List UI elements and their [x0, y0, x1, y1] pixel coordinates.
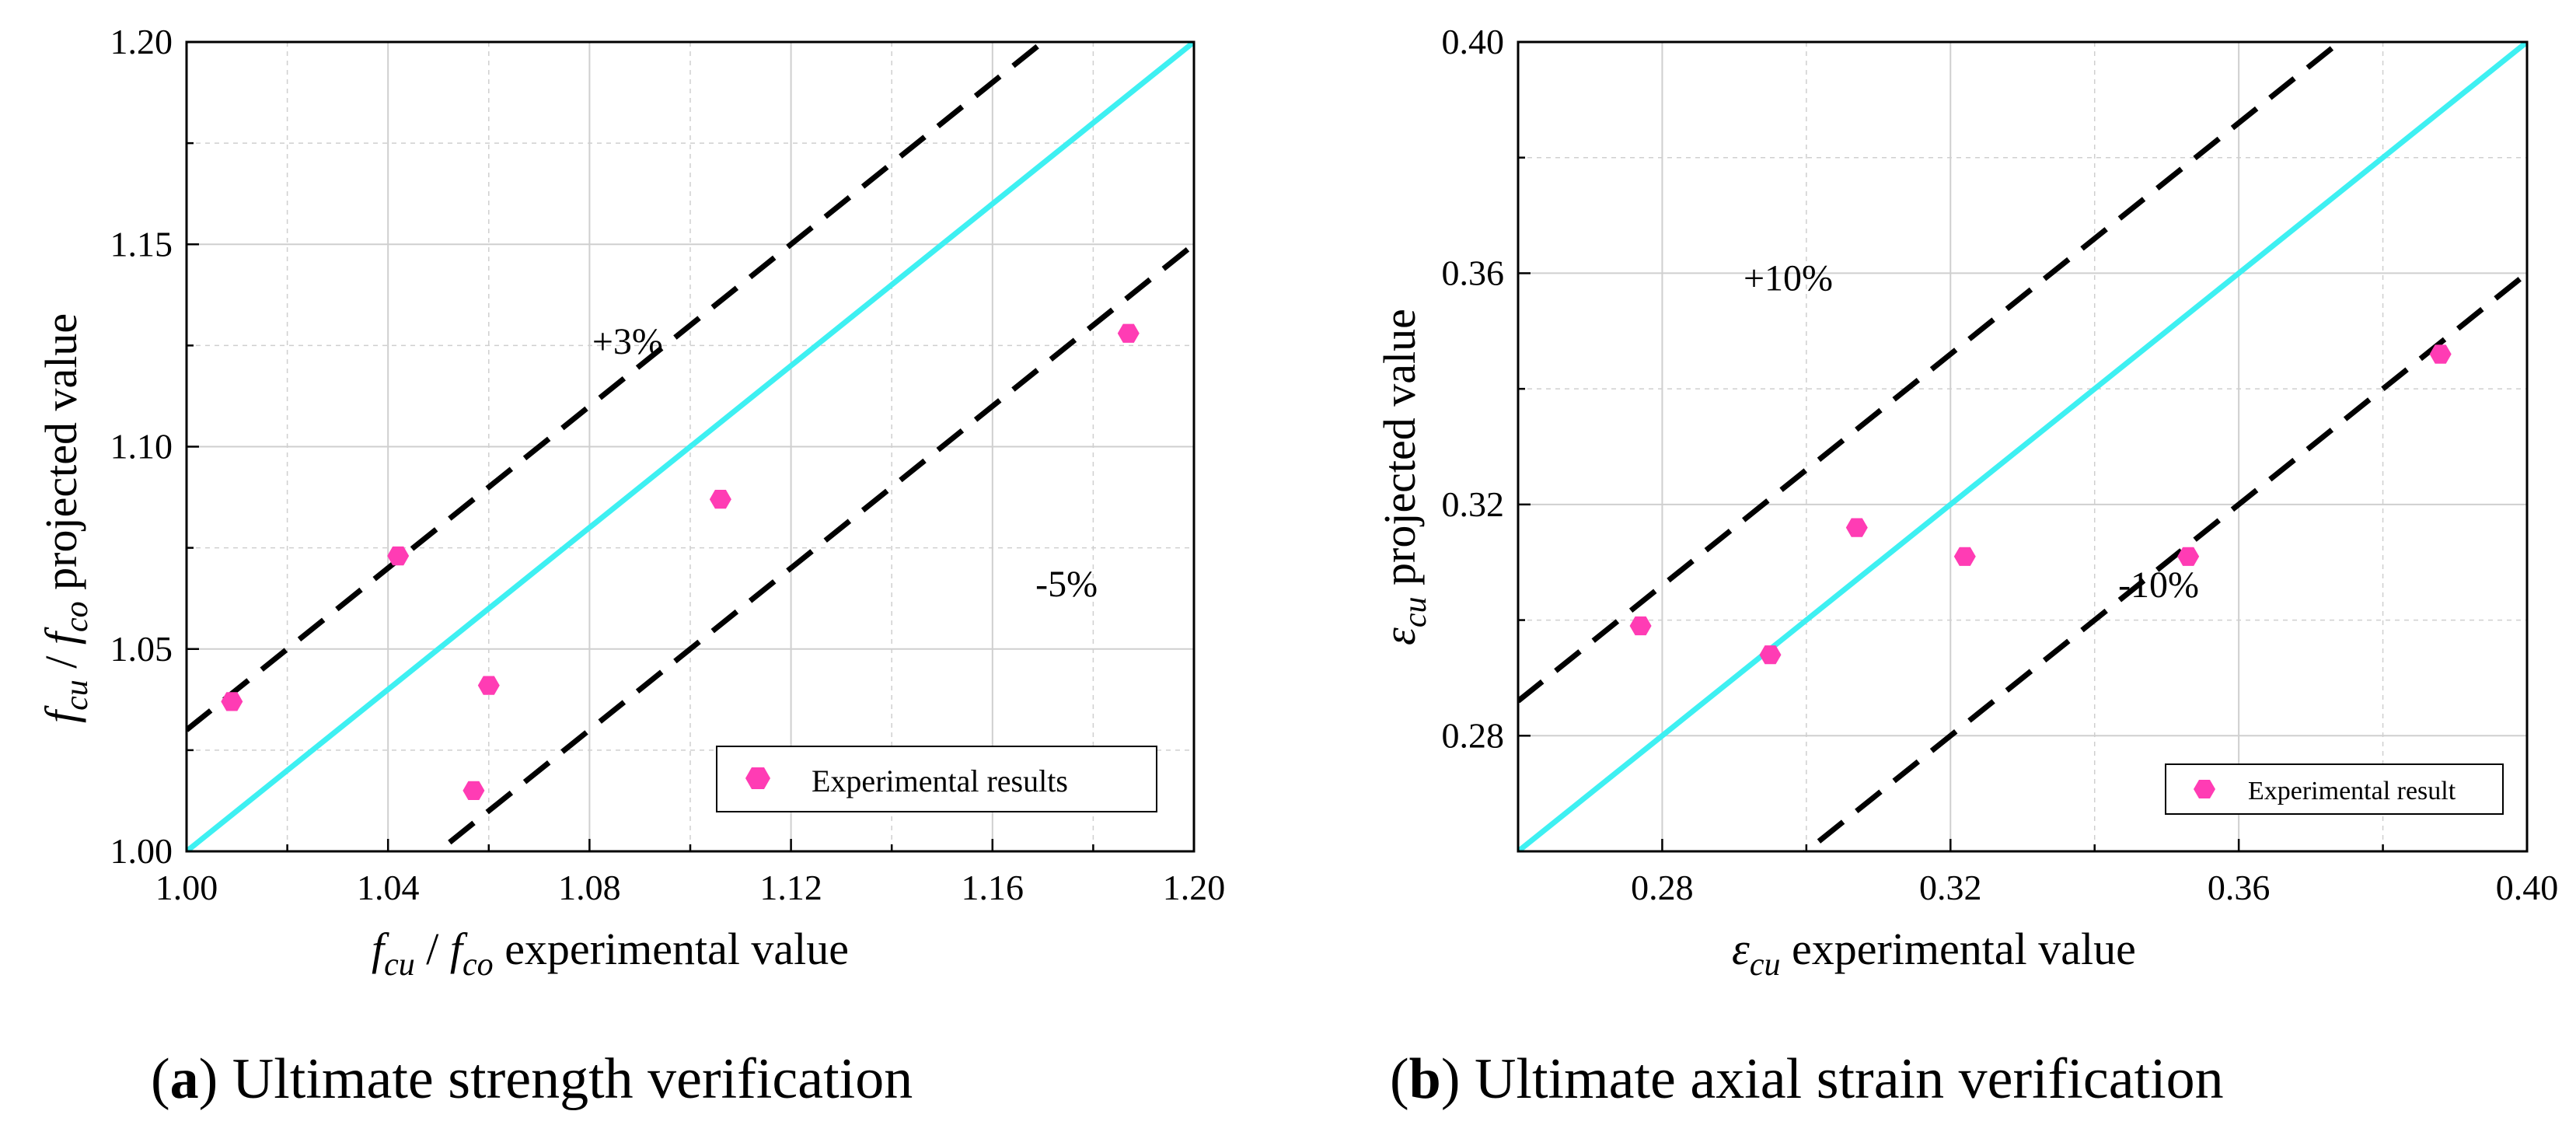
- points-b: [1629, 344, 2452, 665]
- x-tick-label: 0.40: [2496, 868, 2559, 907]
- legend-box-b: [2165, 763, 2504, 815]
- reference-line-ideal: [187, 42, 1194, 851]
- y-axis-sub1-a: cu: [59, 680, 95, 711]
- caption-text-b: ) Ultimate axial strain verification: [1441, 1047, 2224, 1111]
- x-tick-label: 1.16: [962, 868, 1024, 907]
- reference-lines-b: [1518, 42, 2527, 851]
- annotations-a: +3% -5%: [592, 321, 1098, 605]
- legend-label-a: Experimental results: [812, 763, 1068, 798]
- y-tick-label: 1.05: [110, 629, 173, 669]
- reference-line-ideal: [1518, 42, 2527, 851]
- y-axis-label-a: fcu / fco projected value: [36, 313, 95, 723]
- legend-label-b: Experimental result: [2248, 777, 2456, 805]
- y-axis-sym-b: ε: [1374, 627, 1425, 645]
- data-point: [221, 692, 243, 711]
- tick-labels-a: 1.00 1.04 1.08 1.12 1.16 1.20 1.00 1.05 1.10 1.15…: [110, 22, 1226, 907]
- y-axis-text-b: projected value: [1374, 309, 1425, 585]
- x-axis-label-a: fcu / fco experimental value: [372, 924, 849, 983]
- x-tick-label: 1.20: [1163, 868, 1226, 907]
- x-tick-label: 1.12: [759, 868, 822, 907]
- x-axis-text-b: experimental value: [1792, 924, 2136, 974]
- plot-frame: [1517, 40, 2529, 853]
- x-axis-text-a: experimental value: [504, 924, 849, 974]
- x-tick-label: 1.08: [558, 868, 621, 907]
- bound-label-upper: +10%: [1744, 258, 1833, 299]
- reference-line-lower: [434, 242, 1194, 851]
- y-tick-label: 0.40: [1442, 22, 1505, 61]
- data-point: [387, 546, 410, 566]
- reference-line-lower: [1802, 271, 2527, 851]
- y-axis-sub2-a: co: [59, 601, 95, 632]
- chart-panel-a: 1.00 1.04 1.08 1.12 1.16 1.20 1.00 1.05 1.10 1.15…: [36, 22, 1226, 1111]
- points-a: [221, 323, 1140, 800]
- x-tick-label: 0.36: [2208, 868, 2271, 907]
- y-tick-label: 0.32: [1442, 484, 1505, 524]
- axes-a: [185, 40, 1196, 853]
- x-axis-sub1-a: cu: [384, 947, 415, 983]
- y-tick-label: 1.10: [110, 427, 173, 466]
- tick-labels-b: 0.28 0.32 0.36 0.40 0.28 0.32 0.36 0.40: [1442, 22, 2559, 907]
- caption-letter-a: a: [170, 1047, 199, 1111]
- x-tick-label: 0.32: [1919, 868, 1982, 907]
- x-axis-sym-b: ε: [1732, 924, 1750, 974]
- y-axis-text-a: projected value: [36, 313, 86, 590]
- reference-line-upper: [187, 42, 1048, 732]
- chart-panel-b: 0.28 0.32 0.36 0.40 0.28 0.32 0.36 0.40 +10% -10…: [1374, 22, 2559, 1111]
- axes-b: [1517, 40, 2529, 853]
- data-point: [2429, 344, 2452, 364]
- reference-lines-a: [187, 42, 1194, 851]
- caption-b: (b) Ultimate axial strain verification: [1390, 1047, 2224, 1111]
- annotations-b: +10% -10%: [1744, 258, 2199, 606]
- x-axis-sub1-b: cu: [1750, 947, 1781, 983]
- y-tick-label: 0.28: [1442, 715, 1505, 755]
- data-point: [1759, 645, 1782, 665]
- data-point: [1117, 323, 1140, 343]
- bound-label-lower: -10%: [2118, 564, 2199, 606]
- legend-marker-b: [2194, 780, 2215, 798]
- caption-text-a: ) Ultimate strength verification: [199, 1047, 913, 1111]
- legend-box-a: [716, 746, 1157, 812]
- x-axis-label-b: εcu experimental value: [1732, 924, 2136, 983]
- data-point: [709, 490, 731, 509]
- legend-b: Experimental result: [2165, 763, 2504, 815]
- legend-a: Experimental results: [716, 746, 1157, 812]
- x-axis-sub2-a: co: [462, 947, 494, 983]
- x-tick-label: 1.04: [357, 868, 420, 907]
- caption-letter-b: b: [1409, 1047, 1441, 1111]
- data-point: [2177, 547, 2200, 566]
- bound-label-lower: -5%: [1035, 564, 1098, 605]
- caption-a: (a) Ultimate strength verification: [151, 1047, 913, 1111]
- legend-marker-a: [745, 767, 770, 789]
- data-point: [1629, 616, 1652, 636]
- bound-label-upper: +3%: [592, 321, 663, 362]
- reference-line-upper: [1518, 42, 2344, 704]
- y-tick-label: 1.00: [110, 831, 173, 871]
- data-point: [477, 676, 500, 695]
- y-tick-label: 1.15: [110, 224, 173, 264]
- data-point: [1953, 547, 1976, 566]
- x-tick-label: 0.28: [1631, 868, 1694, 907]
- y-tick-label: 1.20: [110, 22, 173, 61]
- data-point: [1845, 518, 1868, 537]
- y-tick-label: 0.36: [1442, 253, 1505, 292]
- data-point: [462, 781, 485, 800]
- x-tick-label: 1.00: [155, 868, 218, 907]
- y-axis-label-b: εcu projected value: [1374, 309, 1433, 645]
- y-axis-sub1-b: cu: [1398, 596, 1433, 627]
